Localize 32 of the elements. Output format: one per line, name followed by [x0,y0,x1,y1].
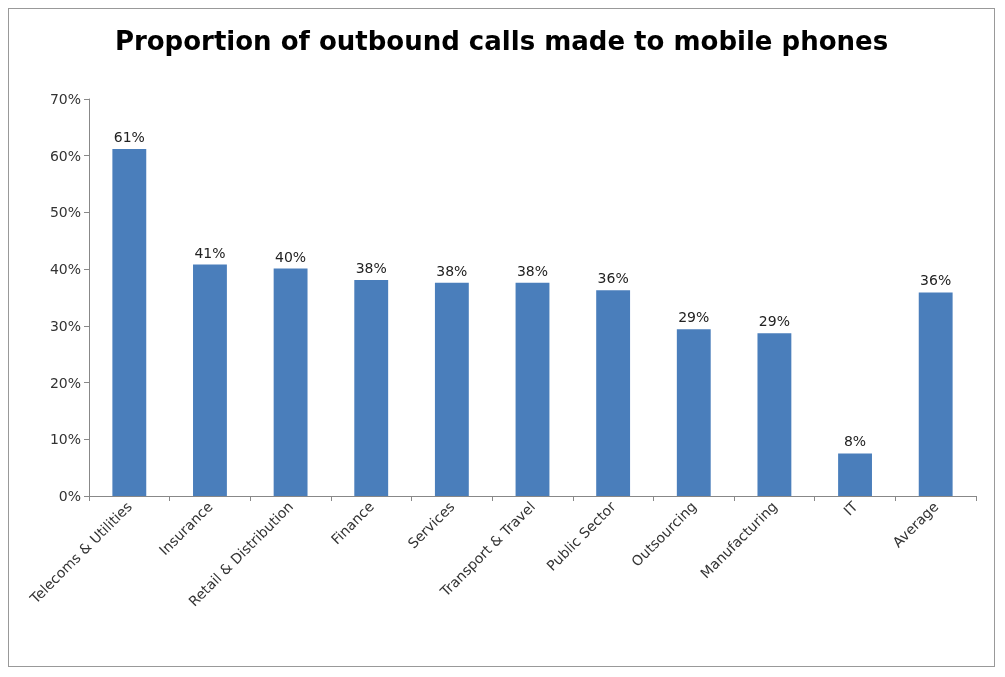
bar [515,282,550,496]
bar [354,279,389,496]
y-tick-label: 70% [49,91,81,107]
x-tick-label: IT [840,498,862,519]
chart-title: Proportion of outbound calls made to mobile phones [114,26,889,56]
y-tick-label: 0% [58,488,81,504]
bar [918,292,953,496]
y-tick-label: 60% [49,147,81,164]
data-label: 38% [355,259,387,276]
data-label: 8% [843,433,867,450]
data-label: 36% [597,270,629,287]
y-tick-label: 10% [49,431,81,448]
y-tick-label: 30% [49,317,81,334]
bar [193,264,227,496]
data-label: 38% [516,262,549,279]
y-tick-label: 50% [49,204,81,221]
bar [112,148,147,496]
bar [273,268,308,496]
bar [757,333,792,496]
data-label: 61% [113,128,145,145]
bar [838,453,872,496]
y-tick-label: 20% [49,374,81,391]
bar [434,282,469,496]
data-label: 38% [436,262,468,279]
data-label: 29% [758,313,790,330]
data-label: 36% [920,272,952,289]
data-label: 40% [275,248,307,265]
y-tick-label: 40% [49,261,81,278]
data-label: 29% [678,309,710,326]
bar [596,290,631,496]
bar [676,329,711,496]
data-label: 41% [194,244,226,261]
